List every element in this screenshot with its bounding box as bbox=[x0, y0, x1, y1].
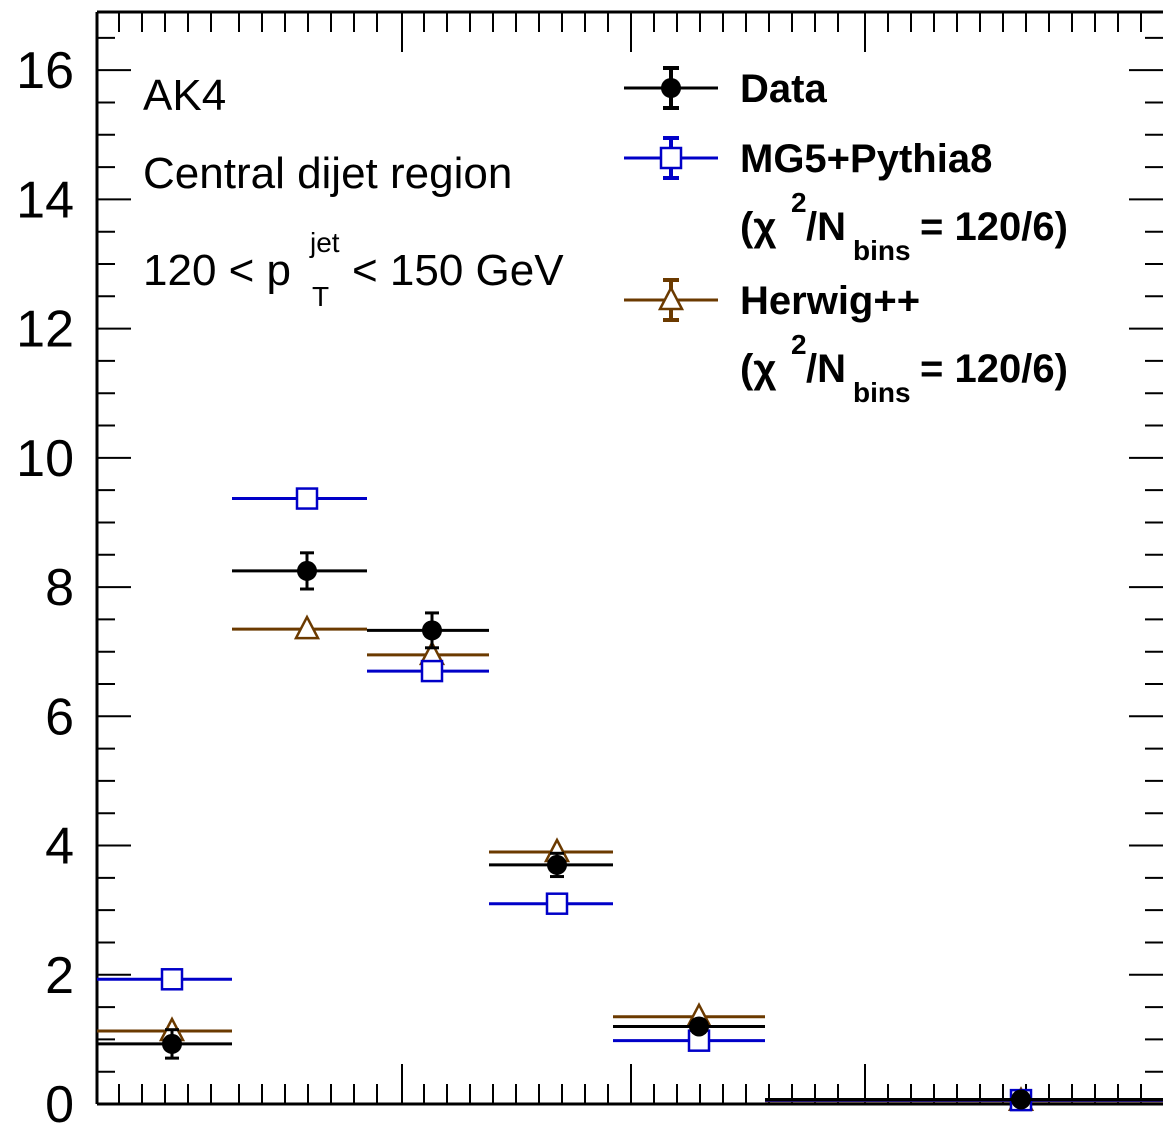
y-tick-label: 0 bbox=[45, 1076, 74, 1125]
legend-mg5-chi-sup: 2 bbox=[791, 187, 807, 218]
annotation-jet-algorithm: AK4 bbox=[143, 71, 226, 120]
legend-mg5-chi-post: = 120/6) bbox=[920, 205, 1068, 249]
legend-mg5-chi-sub: bins bbox=[853, 235, 911, 266]
axis-ticks: 0 2 4 6 8 10 12 14 16 bbox=[16, 12, 1163, 1125]
mg5-pythia8-point bbox=[545, 892, 569, 915]
legend-herwig-marker bbox=[657, 285, 685, 311]
legend-mg5-chi-mid: /N bbox=[806, 205, 846, 249]
legend-data-label: Data bbox=[740, 67, 827, 111]
legend-herwig-chi-sub: bins bbox=[853, 377, 911, 408]
y-tick-label: 10 bbox=[16, 430, 74, 488]
legend-mg5-marker bbox=[659, 146, 683, 170]
data-point bbox=[547, 854, 567, 875]
annotation-pt-sup: jet bbox=[309, 227, 340, 258]
annotation-block: AK4 Central dijet region 120 < p jet T <… bbox=[143, 71, 564, 312]
legend-item-herwig: Herwig++ (χ 2 /N bins = 120/6) bbox=[624, 278, 1068, 408]
data-marks bbox=[97, 487, 1163, 1112]
annotation-pt-range-post: < 150 GeV bbox=[352, 246, 564, 295]
data-point bbox=[689, 1016, 709, 1037]
legend-herwig-chi-post: = 120/6) bbox=[920, 347, 1068, 391]
annotation-pt-sub: T bbox=[312, 281, 329, 312]
legend-mg5-label: MG5+Pythia8 bbox=[740, 137, 992, 181]
y-tick-label: 14 bbox=[16, 171, 74, 229]
data-point bbox=[1011, 1089, 1031, 1110]
legend-herwig-label: Herwig++ bbox=[740, 279, 920, 323]
mg5-pythia8-point bbox=[160, 968, 184, 991]
legend-herwig-chi-mid: /N bbox=[806, 347, 846, 391]
legend-data-marker bbox=[661, 78, 681, 98]
legend-item-mg5: MG5+Pythia8 (χ 2 /N bins = 120/6) bbox=[624, 136, 1068, 266]
data-point bbox=[422, 620, 442, 641]
y-tick-label: 2 bbox=[45, 947, 74, 1005]
mg5-pythia8-point bbox=[295, 487, 319, 510]
y-tick-label: 6 bbox=[45, 688, 74, 746]
y-tick-label: 16 bbox=[16, 42, 74, 100]
herwig--point bbox=[293, 614, 321, 640]
legend-herwig-chi-pre: (χ bbox=[740, 347, 776, 391]
data-point bbox=[162, 1033, 182, 1054]
legend-herwig-chi-sup: 2 bbox=[791, 329, 807, 360]
mg5-pythia8-point bbox=[420, 659, 444, 683]
y-tick-label: 12 bbox=[16, 301, 74, 359]
annotation-pt-range-pre: 120 < p bbox=[143, 246, 291, 295]
data-point bbox=[297, 560, 317, 581]
y-tick-label: 8 bbox=[45, 559, 74, 617]
legend-item-data: Data bbox=[624, 66, 827, 111]
legend-mg5-chi-pre: (χ bbox=[740, 205, 776, 249]
y-tick-label: 4 bbox=[45, 818, 74, 876]
legend: Data MG5+Pythia8 (χ 2 /N bins = 120/6) H… bbox=[624, 66, 1068, 408]
annotation-region: Central dijet region bbox=[143, 149, 512, 198]
